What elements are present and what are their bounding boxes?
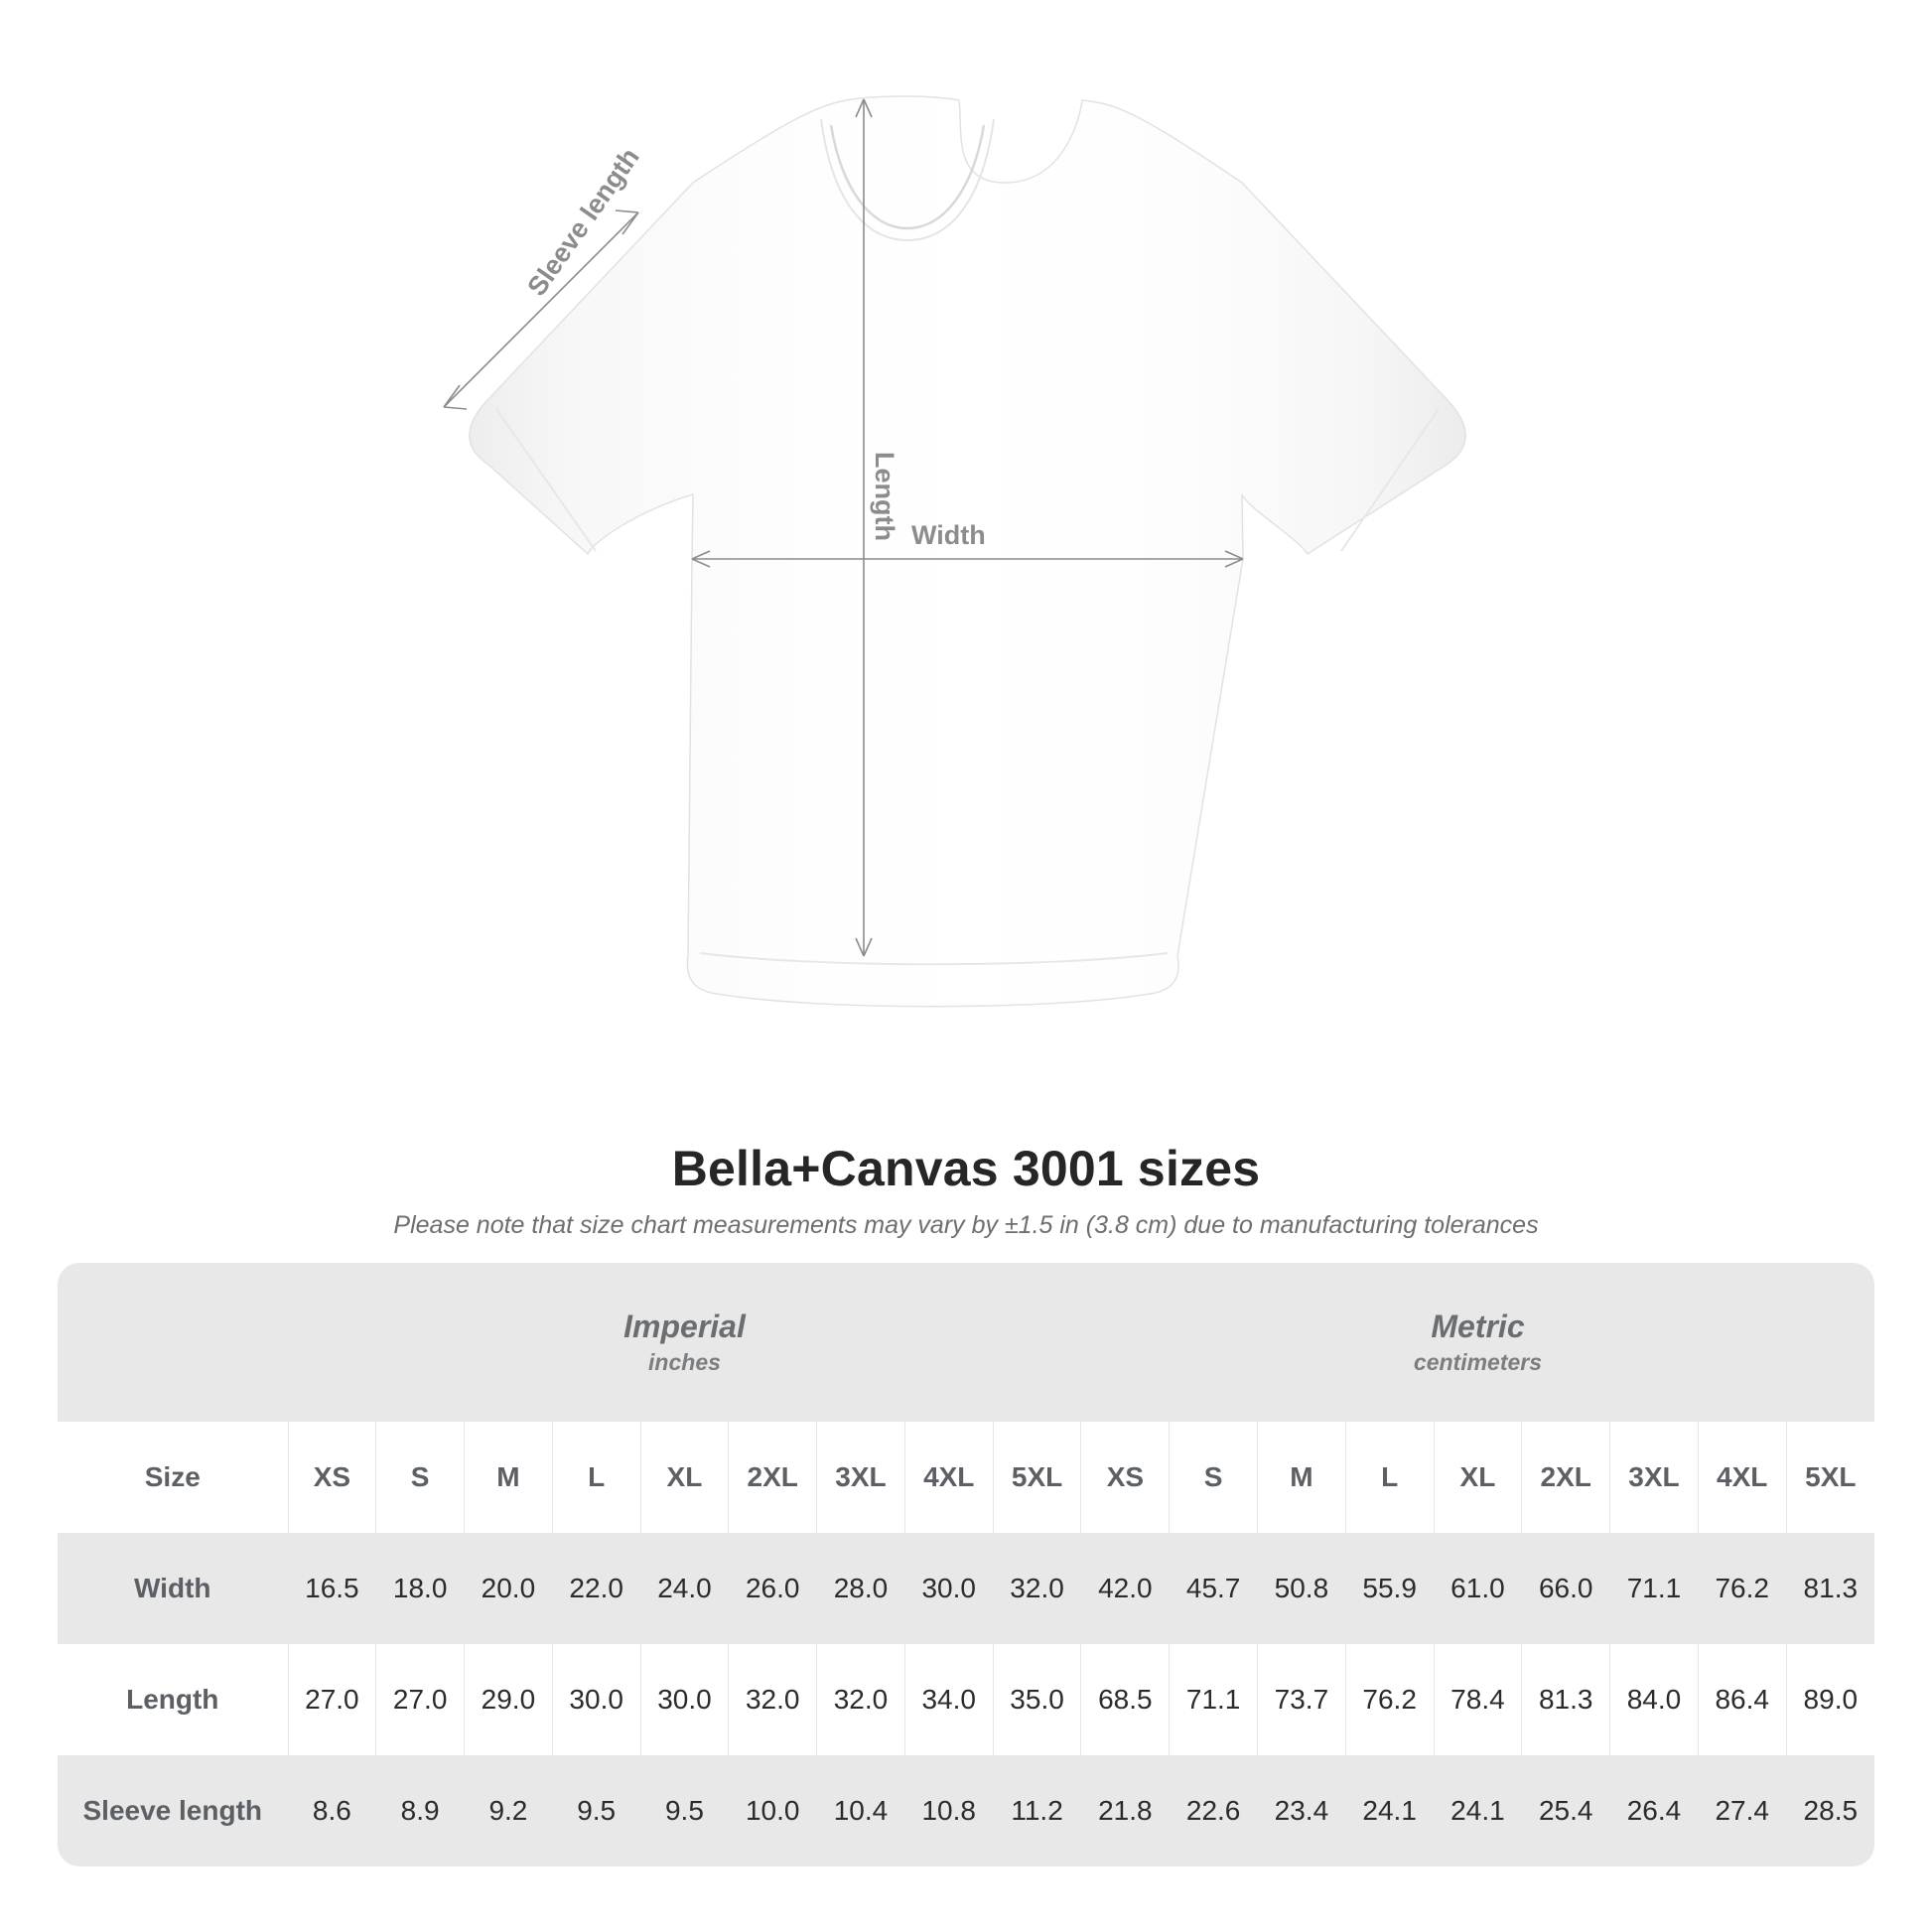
svg-text:Width: Width [911,520,986,550]
svg-text:Length: Length [870,452,899,541]
svg-text:Sleeve length: Sleeve length [521,143,644,302]
